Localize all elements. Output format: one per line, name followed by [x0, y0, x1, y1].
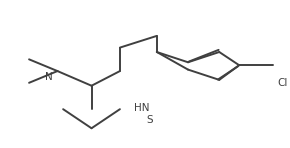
- Text: Cl: Cl: [278, 78, 288, 88]
- Text: N: N: [46, 72, 53, 82]
- Text: HN: HN: [134, 103, 150, 113]
- Text: S: S: [146, 115, 153, 125]
